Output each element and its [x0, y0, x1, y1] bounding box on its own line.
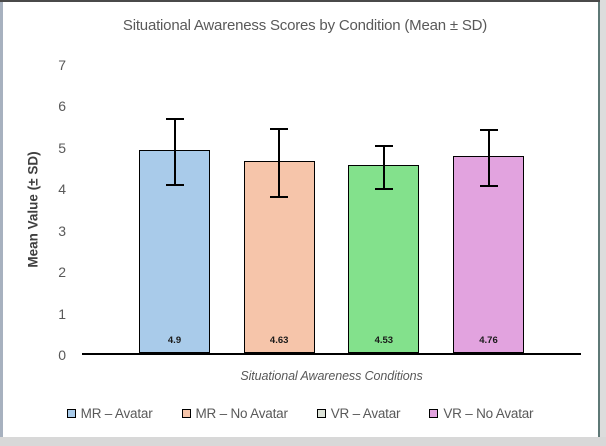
- y-tick-label: 0: [58, 347, 66, 363]
- frame-bottom-strip: [0, 437, 606, 446]
- error-bar-line: [278, 129, 281, 198]
- error-bar-cap: [270, 128, 289, 131]
- bar-value-label: 4.9: [167, 335, 182, 346]
- error-bar-cap: [479, 184, 498, 187]
- bar-VR – No Avatar: 4.76: [453, 155, 524, 353]
- bar-value-label: 4.53: [374, 335, 394, 346]
- frame-right-gutter: [600, 0, 606, 446]
- bar-value-label: 4.76: [479, 335, 498, 346]
- legend: MR – Avatar MR – No Avatar VR – Avatar VR –…: [0, 406, 600, 421]
- y-tick-label: 6: [58, 98, 66, 115]
- legend-swatch-icon: [66, 409, 76, 418]
- frame-right-edge: [598, 2, 600, 437]
- legend-item: MR – No Avatar: [181, 406, 288, 421]
- error-bar-cap: [165, 184, 184, 187]
- y-tick-label: 1: [58, 305, 66, 322]
- legend-label: MR – Avatar: [80, 406, 153, 421]
- error-bar-line: [487, 130, 490, 186]
- legend-swatch-icon: [429, 409, 439, 418]
- legend-swatch-icon: [181, 409, 191, 418]
- legend-label: VR – No Avatar: [443, 406, 534, 421]
- legend-item: VR – Avatar: [316, 406, 401, 421]
- frame-top-edge: [0, 0, 601, 2]
- legend-item: MR – Avatar: [66, 406, 153, 421]
- bar-value-label: 4.63: [269, 335, 289, 346]
- error-bar-line: [382, 145, 385, 189]
- legend-label: MR – No Avatar: [195, 406, 288, 421]
- legend-swatch-icon: [316, 409, 326, 418]
- error-bar-cap: [374, 144, 393, 147]
- plot-area: 4.9 4.63 4.53 4.76: [82, 65, 581, 355]
- error-bar-cap: [479, 129, 498, 132]
- frame-left-edge: [0, 2, 3, 437]
- error-bar-line: [173, 118, 176, 186]
- error-bar-cap: [165, 117, 184, 120]
- y-tick-label: 4: [58, 181, 66, 198]
- error-bar-cap: [270, 196, 289, 199]
- y-tick-label: 5: [58, 139, 66, 156]
- error-bar-cap: [374, 187, 393, 190]
- legend-item: VR – No Avatar: [429, 406, 534, 421]
- chart-title: Situational Awareness Scores by Conditio…: [122, 17, 488, 34]
- y-tick-label: 2: [58, 264, 66, 281]
- legend-label: VR – Avatar: [330, 406, 401, 421]
- y-tick-label: 7: [58, 57, 66, 73]
- y-tick-label: 3: [58, 222, 66, 239]
- x-axis-title: Situational Awareness Conditions: [240, 369, 423, 383]
- y-axis-title: Mean Value (± SD): [25, 151, 41, 268]
- bar-VR – Avatar: 4.53: [348, 165, 420, 353]
